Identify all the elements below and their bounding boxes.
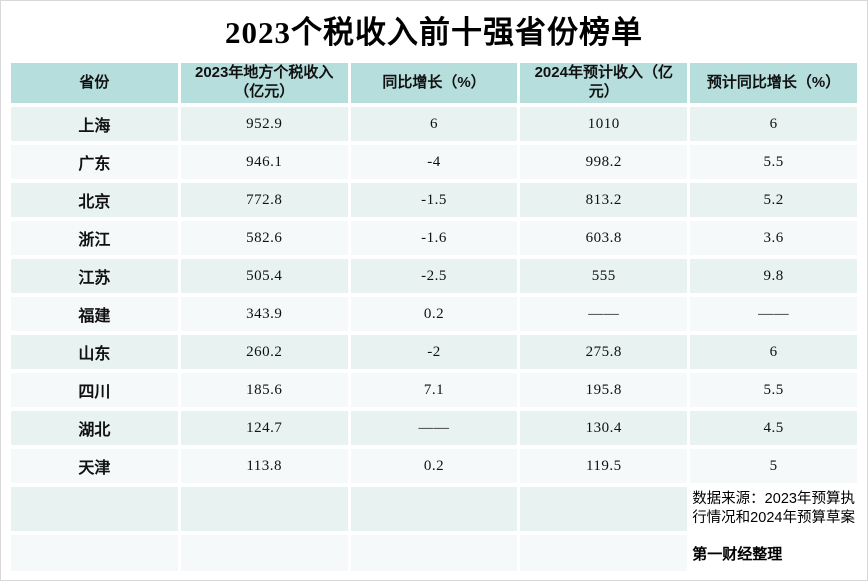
cell-income-2023: 582.6	[180, 221, 348, 255]
cell-yoy-growth: 0.2	[350, 449, 518, 483]
table-row: 湖北 124.7 —— 130.4 4.5	[11, 411, 857, 445]
empty-cell	[520, 535, 688, 571]
column-header-forecast-yoy: 预计同比增长（%）	[690, 63, 857, 103]
page-title: 2023个税收入前十强省份榜单	[225, 15, 643, 50]
table-row: 江苏 505.4 -2.5 555 9.8	[11, 259, 857, 293]
empty-cell	[11, 487, 178, 531]
cell-forecast-yoy: 6	[690, 335, 857, 369]
cell-province: 北京	[11, 183, 178, 217]
cell-forecast-2024: ——	[520, 297, 688, 331]
cell-forecast-yoy: 9.8	[690, 259, 857, 293]
cell-yoy-growth: -2	[350, 335, 518, 369]
cell-forecast-yoy: 5.2	[690, 183, 857, 217]
cell-income-2023: 343.9	[180, 297, 348, 331]
cell-income-2023: 946.1	[180, 145, 348, 179]
cell-forecast-yoy: 5.5	[690, 373, 857, 407]
empty-cell	[180, 487, 348, 531]
table-row: 上海 952.9 6 1010 6	[11, 107, 857, 141]
cell-forecast-2024: 555	[520, 259, 688, 293]
cell-forecast-yoy: 4.5	[690, 411, 857, 445]
cell-forecast-yoy: 5.5	[690, 145, 857, 179]
table-row: 北京 772.8 -1.5 813.2 5.2	[11, 183, 857, 217]
cell-forecast-2024: 813.2	[520, 183, 688, 217]
cell-forecast-2024: 195.8	[520, 373, 688, 407]
cell-forecast-2024: 119.5	[520, 449, 688, 483]
cell-income-2023: 260.2	[180, 335, 348, 369]
cell-yoy-growth: 0.2	[350, 297, 518, 331]
column-header-province: 省份	[11, 63, 178, 103]
cell-province: 湖北	[11, 411, 178, 445]
cell-province: 山东	[11, 335, 178, 369]
cell-yoy-growth: 6	[350, 107, 518, 141]
cell-forecast-yoy: ——	[690, 297, 857, 331]
cell-forecast-2024: 603.8	[520, 221, 688, 255]
cell-yoy-growth: ——	[350, 411, 518, 445]
column-header-income-2023: 2023年地方个税收入（亿元）	[180, 63, 348, 103]
credit-note: 第一财经整理	[690, 535, 857, 571]
empty-cell	[520, 487, 688, 531]
cell-forecast-2024: 998.2	[520, 145, 688, 179]
cell-income-2023: 124.7	[180, 411, 348, 445]
cell-yoy-growth: -2.5	[350, 259, 518, 293]
cell-forecast-2024: 1010	[520, 107, 688, 141]
empty-cell	[180, 535, 348, 571]
table-row: 广东 946.1 -4 998.2 5.5	[11, 145, 857, 179]
cell-forecast-yoy: 3.6	[690, 221, 857, 255]
header-row: 省份 2023年地方个税收入（亿元） 同比增长（%） 2024年预计收入（亿元）…	[11, 63, 857, 103]
source-note: 数据来源：2023年预算执行情况和2024年预算草案	[690, 487, 857, 531]
cell-yoy-growth: 7.1	[350, 373, 518, 407]
cell-yoy-growth: -1.6	[350, 221, 518, 255]
cell-income-2023: 185.6	[180, 373, 348, 407]
cell-province: 江苏	[11, 259, 178, 293]
column-header-forecast-2024: 2024年预计收入（亿元）	[520, 63, 688, 103]
cell-income-2023: 505.4	[180, 259, 348, 293]
empty-cell	[350, 535, 518, 571]
column-header-yoy-growth: 同比增长（%）	[350, 63, 518, 103]
table-row: 浙江 582.6 -1.6 603.8 3.6	[11, 221, 857, 255]
cell-forecast-2024: 130.4	[520, 411, 688, 445]
cell-income-2023: 113.8	[180, 449, 348, 483]
empty-cell	[350, 487, 518, 531]
table-row: 四川 185.6 7.1 195.8 5.5	[11, 373, 857, 407]
cell-province: 四川	[11, 373, 178, 407]
cell-forecast-2024: 275.8	[520, 335, 688, 369]
table-row: 天津 113.8 0.2 119.5 5	[11, 449, 857, 483]
cell-province: 上海	[11, 107, 178, 141]
cell-province: 广东	[11, 145, 178, 179]
tax-ranking-table: 省份 2023年地方个税收入（亿元） 同比增长（%） 2024年预计收入（亿元）…	[8, 59, 860, 575]
table-row: 福建 343.9 0.2 —— ——	[11, 297, 857, 331]
cell-forecast-yoy: 5	[690, 449, 857, 483]
footer-credit-row: 第一财经整理	[11, 535, 857, 571]
table-row: 山东 260.2 -2 275.8 6	[11, 335, 857, 369]
empty-cell	[11, 535, 178, 571]
footer-source-row: 数据来源：2023年预算执行情况和2024年预算草案	[11, 487, 857, 531]
cell-province: 福建	[11, 297, 178, 331]
cell-forecast-yoy: 6	[690, 107, 857, 141]
cell-income-2023: 772.8	[180, 183, 348, 217]
cell-income-2023: 952.9	[180, 107, 348, 141]
cell-yoy-growth: -4	[350, 145, 518, 179]
cell-province: 天津	[11, 449, 178, 483]
cell-yoy-growth: -1.5	[350, 183, 518, 217]
cell-province: 浙江	[11, 221, 178, 255]
